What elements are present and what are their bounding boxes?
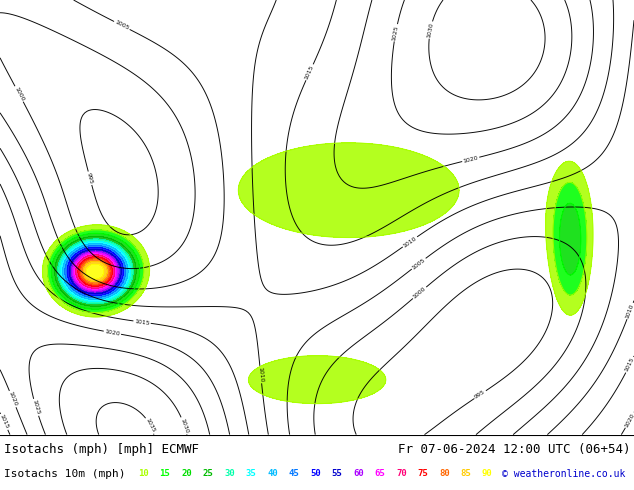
Text: 1010: 1010 <box>625 303 634 319</box>
Text: 80: 80 <box>439 469 450 478</box>
Text: 1025: 1025 <box>392 24 399 41</box>
Text: 60: 60 <box>353 469 364 478</box>
Text: 995: 995 <box>86 172 94 185</box>
Text: 1015: 1015 <box>0 414 10 430</box>
Text: 1025: 1025 <box>32 399 41 416</box>
Text: 1030: 1030 <box>179 417 189 434</box>
Text: 1000: 1000 <box>13 86 25 102</box>
Text: 10: 10 <box>138 469 149 478</box>
Text: 70: 70 <box>396 469 407 478</box>
Text: 1020: 1020 <box>624 412 634 428</box>
Text: 15: 15 <box>160 469 171 478</box>
Text: 1015: 1015 <box>304 64 315 80</box>
Text: 1020: 1020 <box>104 329 120 337</box>
Text: 1010: 1010 <box>257 367 264 383</box>
Text: Isotachs 10m (mph): Isotachs 10m (mph) <box>4 469 126 479</box>
Text: 75: 75 <box>418 469 428 478</box>
Text: 1000: 1000 <box>412 286 427 300</box>
Text: Isotachs (mph) [mph] ECMWF: Isotachs (mph) [mph] ECMWF <box>4 443 199 456</box>
Text: 995: 995 <box>474 389 486 400</box>
Text: 1005: 1005 <box>114 20 130 31</box>
Text: 25: 25 <box>202 469 213 478</box>
Text: 85: 85 <box>460 469 471 478</box>
Text: 50: 50 <box>310 469 321 478</box>
Text: 1015: 1015 <box>134 318 150 326</box>
Text: 1020: 1020 <box>8 391 18 407</box>
Text: 1005: 1005 <box>411 257 427 270</box>
Text: 1020: 1020 <box>463 155 479 164</box>
Text: 20: 20 <box>181 469 191 478</box>
Text: 1035: 1035 <box>145 417 156 434</box>
Text: 40: 40 <box>267 469 278 478</box>
Text: 1030: 1030 <box>427 22 434 38</box>
Text: 65: 65 <box>375 469 385 478</box>
Text: 1015: 1015 <box>624 357 634 373</box>
Text: Fr 07-06-2024 12:00 UTC (06+54): Fr 07-06-2024 12:00 UTC (06+54) <box>398 443 630 456</box>
Text: 55: 55 <box>332 469 342 478</box>
Text: 45: 45 <box>288 469 299 478</box>
Text: 30: 30 <box>224 469 235 478</box>
Text: © weatheronline.co.uk: © weatheronline.co.uk <box>502 469 625 479</box>
Text: 1010: 1010 <box>402 235 418 248</box>
Text: 35: 35 <box>245 469 256 478</box>
Text: 90: 90 <box>482 469 493 478</box>
